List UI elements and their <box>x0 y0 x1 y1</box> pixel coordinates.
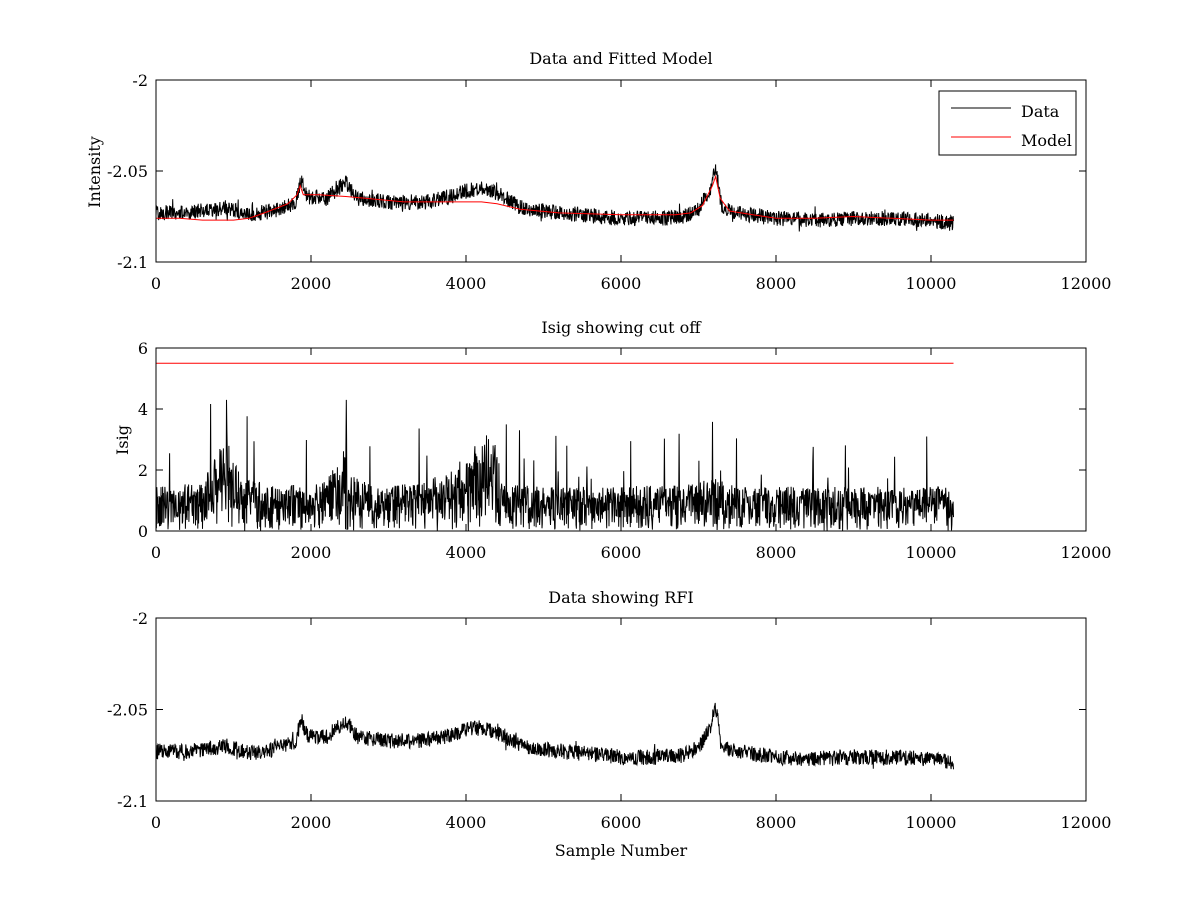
panel-title: Data and Fitted Model <box>529 49 712 68</box>
x-tick-label: 4000 <box>446 813 487 832</box>
x-tick-label: 6000 <box>601 813 642 832</box>
x-tick-label: 6000 <box>601 543 642 562</box>
plot-area: 0 2000 4000 6000 8000 10000 12000 -2.1 -2.05 -2 <box>107 71 1111 293</box>
x-tick-label: 8000 <box>756 543 797 562</box>
x-axis-label: Sample Number <box>555 841 688 860</box>
y-tick-label: -2 <box>132 609 148 628</box>
x-tick-label: 12000 <box>1061 274 1112 293</box>
x-tick-label: 6000 <box>601 274 642 293</box>
y-axis-label: Intensity <box>85 136 104 208</box>
x-tick-label: 2000 <box>291 813 332 832</box>
panel-data-and-fitted-model: Data and Fitted Model Intensity 0 2000 400… <box>85 49 1111 293</box>
series-data <box>155 164 954 232</box>
x-tick-label: 8000 <box>756 274 797 293</box>
x-tick-label: 12000 <box>1061 813 1112 832</box>
legend-label-model: Model <box>1021 131 1072 150</box>
y-tick-label: -2.05 <box>107 162 148 181</box>
panel-data-showing-rfi: Data showing RFI Sample Number 0 2000 4000… <box>107 588 1111 860</box>
y-tick-label: 4 <box>138 400 148 419</box>
y-tick-label: -2.1 <box>117 253 148 272</box>
x-tick-label: 2000 <box>291 274 332 293</box>
x-tick-label: 2000 <box>291 543 332 562</box>
y-tick-label: -2.1 <box>117 792 148 811</box>
plot-area: 0 2000 4000 6000 8000 10000 12000 -2.1 -2.05 -2 <box>107 609 1111 832</box>
x-tick-label: 4000 <box>446 543 487 562</box>
legend-box <box>938 90 1077 156</box>
x-tick-label: 0 <box>151 543 161 562</box>
x-tick-label: 10000 <box>906 813 957 832</box>
y-tick-label: -2.05 <box>107 701 148 720</box>
y-tick-label: 2 <box>138 461 148 480</box>
x-tick-label: 0 <box>151 274 161 293</box>
series-model <box>156 174 954 221</box>
x-tick-label: 8000 <box>756 813 797 832</box>
x-tick-label: 4000 <box>446 274 487 293</box>
series-line-0 <box>155 399 954 531</box>
series-line-0 <box>155 702 954 770</box>
panel-isig-showing-cut-off: Isig showing cut off Isig 0 2000 4000 6000 8… <box>113 318 1111 562</box>
plot-area: 0 2000 4000 6000 8000 10000 12000 0 2 4 6 <box>138 339 1112 562</box>
y-tick-label: 6 <box>138 339 148 358</box>
legend: Data Model <box>938 90 1077 156</box>
y-tick-label: -2 <box>132 71 148 90</box>
panel-title: Isig showing cut off <box>541 318 702 337</box>
y-tick-label: 0 <box>138 522 148 541</box>
panel-title: Data showing RFI <box>548 588 693 607</box>
x-tick-label: 10000 <box>906 543 957 562</box>
y-axis-label: Isig <box>113 425 132 455</box>
x-tick-label: 10000 <box>906 274 957 293</box>
legend-label-data: Data <box>1021 102 1060 121</box>
x-tick-label: 0 <box>151 813 161 832</box>
x-tick-label: 12000 <box>1061 543 1112 562</box>
